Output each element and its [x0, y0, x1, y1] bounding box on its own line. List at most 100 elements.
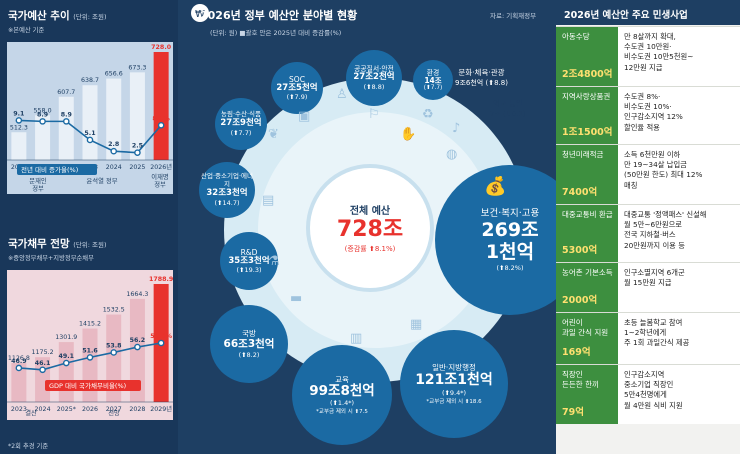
budget-rate-point	[62, 118, 70, 125]
budget-rate-label: 2.5	[132, 143, 143, 150]
defense-value: 66조3천억	[223, 338, 275, 351]
defense-name: 국방	[242, 329, 256, 339]
livelihood-item-label: 대중교통비 환급 5300억	[556, 205, 618, 262]
foreign-value: 7조	[490, 110, 501, 118]
culture-label: 문화·체육·관광 9조6천억 (⬆8.8)	[455, 67, 508, 88]
livelihood-item: 대중교통비 환급 5300억 대중교통 '정액패스' 신설해 월 5만~6만원으로 …	[556, 204, 740, 262]
environment-circle: 환경 14조 (⬆7.7)	[413, 60, 453, 100]
debt-rate-label: 53.8	[106, 342, 122, 349]
livelihood-item: 농어촌 기본소득 2000억 인구소멸지역 6개군 월 15만원 지급	[556, 262, 740, 312]
budget-rate-point	[39, 118, 46, 125]
budget-rate-point	[15, 117, 23, 124]
debt-year-label: 2024	[35, 406, 51, 413]
soc-circle: SOC 27조5천억 (⬆7.9)	[271, 62, 323, 114]
rnd-name: R&D	[240, 247, 258, 257]
tank-icon: ▬	[290, 291, 303, 306]
book-icon: ▥	[350, 331, 363, 346]
budget-bar	[35, 115, 51, 160]
livelihood-item-name: 직장인 든든한 한끼	[562, 370, 599, 389]
budget-chart-svg: 512.3 558.0 607.7 638.7 656.6 673.3 728.0 9.1 8.…	[7, 44, 173, 193]
debt-legend-box	[45, 380, 141, 391]
budget-era-label: 이재명	[151, 172, 169, 181]
budget-era-label: 윤석열 정부	[87, 176, 118, 185]
debt-title: 국가채무 전망 (단위: 조원)	[8, 238, 107, 250]
soc-value: 27조5천억	[276, 82, 318, 93]
debt-rate-label: 56.2	[130, 337, 146, 344]
debt-rate-point	[110, 349, 118, 356]
livelihood-item: 지역사랑상품권 1조1500억 수도권 8%· 비수도권 10%· 인구감소지역 1…	[556, 86, 740, 144]
debt-bar	[11, 362, 27, 402]
livelihood-item: 직장인 든든한 한끼 79억 인구감소지역 중소기업 직장인 5만4천명에게 월 4…	[556, 364, 740, 424]
livelihood-item: 청년미래적금 7400억 소득 6천만원 이하 만 19~34살 납입금 (50만원…	[556, 144, 740, 204]
budget-rate-point	[157, 121, 165, 129]
debt-legend-label: GDP 대비 국가채무비율(%)	[49, 381, 126, 390]
safety-circle: 공공질서·안전 27조2천억 (⬆8.8)	[346, 50, 402, 106]
total-value: 728조	[336, 217, 404, 243]
culture-growth: (⬆8.8)	[485, 79, 508, 87]
debt-rate-label: 49.1	[59, 353, 75, 360]
debt-rate-point	[39, 366, 46, 374]
livelihood-item: 어린이 과일 간식 지원 169억 초등 늘봄학교 참여 1~2학년에게 주 1회 …	[556, 312, 740, 364]
culture-value: 9조6천억	[455, 79, 484, 87]
center-source: 자료: 기획재정부	[490, 12, 537, 20]
safety-value: 27조2천억	[353, 72, 395, 83]
debt-year-label: 2023	[11, 406, 27, 413]
general-note: *교부금 제외 시 ⬆18.6	[426, 398, 482, 405]
budget-legend-label: 전년 대비 증가율(%)	[21, 165, 78, 174]
livelihood-item-name: 아동수당	[562, 32, 590, 41]
budget-bar	[153, 52, 169, 160]
factory-icon: ▤	[262, 193, 275, 208]
env-value: 14조	[424, 75, 442, 85]
debt-value-label: 1532.5	[103, 307, 125, 314]
agri-name: 농림·수산·식품	[220, 110, 261, 119]
debt-era-label: 전망	[108, 408, 120, 417]
budget-legend-box	[17, 164, 97, 175]
debt-rate-point	[15, 364, 23, 372]
budget-value-label: 558.0	[34, 107, 52, 114]
env-growth: (⬆7.7)	[423, 85, 443, 92]
education-growth: (⬆1.4*)	[329, 399, 355, 408]
budget-rate-label: 8.1%	[152, 115, 170, 122]
industry-circle: 산업·중소기업·에너지 32조3천억 (⬆14.7)	[199, 162, 255, 218]
debt-rate-point	[86, 354, 94, 361]
money-bag-icon: 💰	[484, 176, 507, 197]
welfare-value-1: 269조	[481, 218, 539, 241]
livelihood-item-description: 소득 6천만원 이하 만 19~34살 납입금 (50만원 한도) 최대 12%…	[618, 145, 740, 204]
globe-icon: ◍	[446, 147, 458, 162]
debt-rate-point	[157, 339, 165, 347]
debt-value-label: 1301.9	[55, 334, 77, 341]
debt-chart: 1126.8 1175.2 1301.9 1415.2 1532.5 1664.3 1788…	[7, 270, 173, 420]
budget-bar	[11, 132, 27, 160]
budget-rate-label: 8.9	[61, 111, 72, 118]
won-sign-icon: ₩	[195, 9, 205, 20]
livelihood-item-name: 청년미래적금	[562, 150, 604, 159]
debt-era-label: 결산	[25, 408, 37, 417]
general-name: 일반·지방행정	[432, 363, 476, 373]
rnd-growth: (⬆19.3)	[236, 266, 262, 275]
debt-value-label: 1664.3	[126, 291, 148, 298]
lab-icon: ⚗	[268, 254, 280, 269]
budget-note: ※본예산 기준	[8, 27, 45, 34]
debt-value-label: 1788.9	[149, 276, 173, 283]
livelihood-item-amount: 79억	[562, 407, 584, 418]
general-admin-circle: 일반·지방행정 121조1천억 (⬆9.4*) *교부금 제외 시 ⬆18.6	[400, 330, 508, 438]
debt-year-label: 2026	[82, 406, 98, 413]
budget-rate-label: 9.1	[13, 110, 24, 117]
safety-growth: (⬆8.8)	[363, 82, 385, 91]
right-panel: 2026년 예산안 주요 민생사업 아동수당 2조4800억 만 8살까지 확대, …	[556, 0, 740, 454]
handshake-icon: ✋	[400, 127, 417, 142]
livelihood-item-label: 직장인 든든한 한끼 79억	[556, 365, 618, 424]
police-icon: ⚐	[368, 107, 380, 122]
debt-value-label: 1126.8	[8, 355, 30, 362]
livelihood-item-label: 지역사랑상품권 1조1500억	[556, 87, 618, 144]
budget-year-label: 2024	[106, 164, 122, 171]
rnd-circle: R&D 35조3천억 (⬆19.3)	[220, 232, 278, 290]
welfare-name: 보건·복지·고용	[480, 208, 540, 220]
total-name: 전체 예산	[349, 206, 391, 218]
person-icon: ♙	[336, 87, 348, 102]
budget-year-label: 2026년	[150, 162, 172, 171]
industry-name: 산업·중소기업·에너지	[201, 172, 253, 189]
soc-name: SOC	[289, 74, 305, 84]
debt-value-label: 1415.2	[79, 321, 101, 328]
